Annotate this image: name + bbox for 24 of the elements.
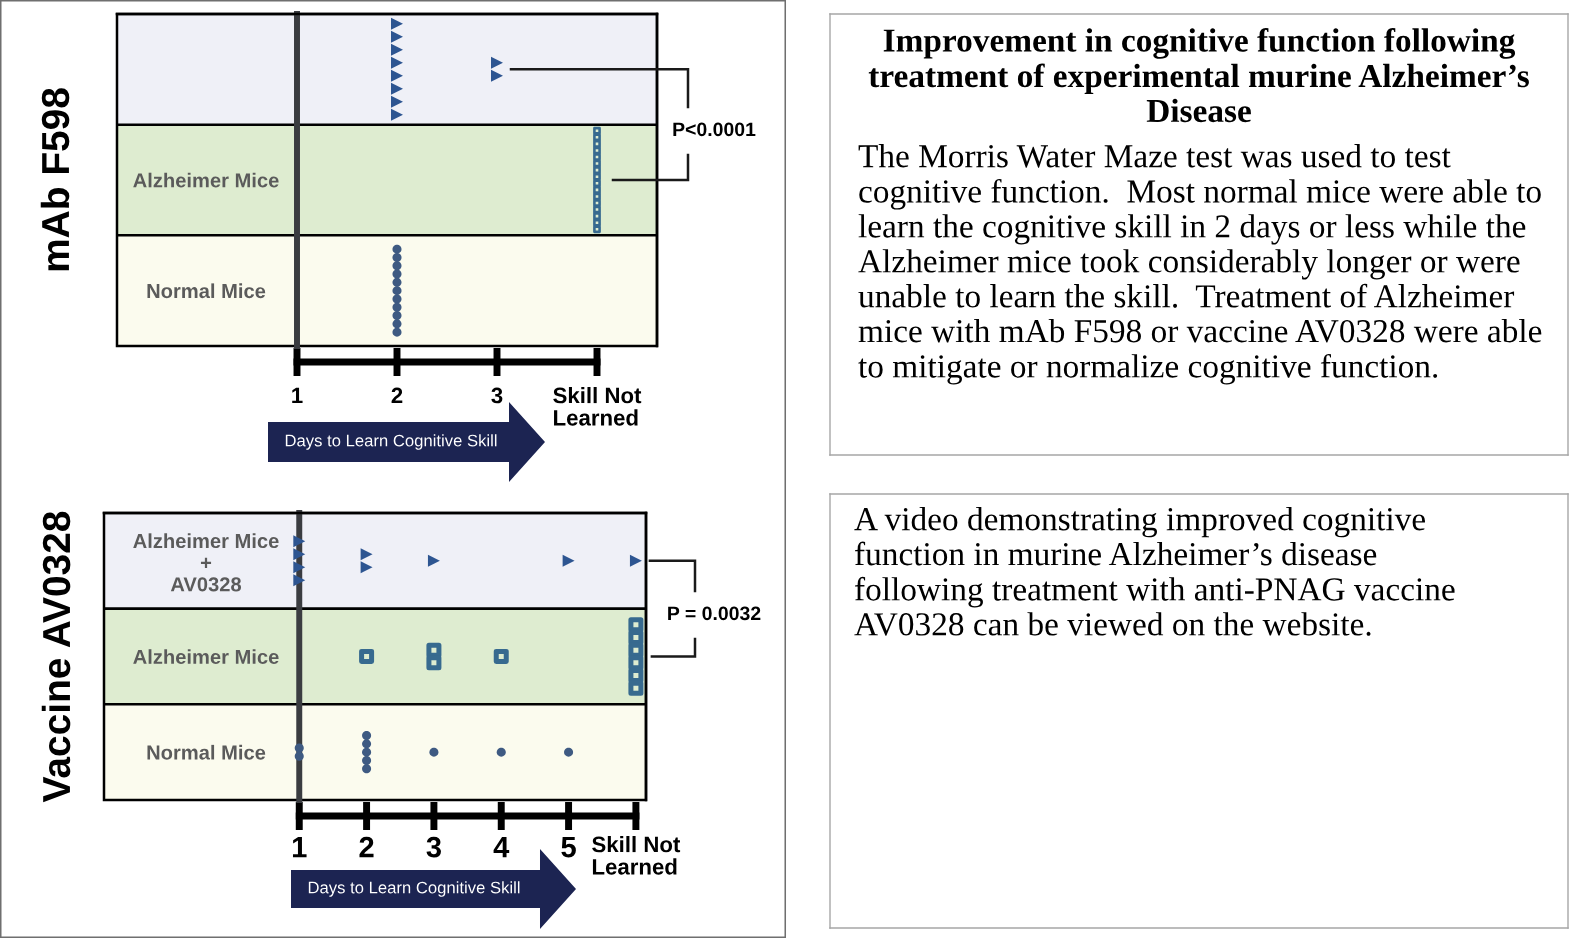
y-axis-title: mAb F598 (40, 88, 70, 271)
y-tick-label: Normal Mice (147, 744, 266, 760)
x-axis-title: Days to Learn Cognitive Skill (285, 434, 497, 450)
x-tick-label: Skill Not Learned (592, 836, 681, 875)
x-tick-label: 3 (426, 836, 441, 858)
y-tick-label: Alzheimer Mice (133, 172, 279, 188)
y-tick-label: Alzheimer Mice (133, 649, 279, 664)
y-tick-label: Alzheimer Mice + AV0328 (133, 533, 279, 592)
y-axis-title: Vaccine AV0328 (41, 511, 71, 803)
x-tick-label: Skill Not Learned (553, 387, 642, 426)
text: A video demonstrating improved cognitive function in murine Alzheimer’s disease following treatment with anti-PNAG vaccine AV0328 can be viewed on the website. (854, 507, 1455, 636)
y-tick-label: Normal Mice (147, 283, 266, 299)
text: Improvement in cognitive function following treatment of experimental murine Alzheimer’s Disease (868, 28, 1529, 123)
text: The Morris Water Maze test was used to test cognitive function. Most normal mice were able to learn the cognitive skill in 2 days or less while the Alzheimer mice took considerably longer or were unable to learn the skill. Treatment of Alzheimer mice with mAb F598 or vaccine AV0328 were able to mitigate or normalize cognitive function. (858, 144, 1542, 385)
x-tick-label: 4 (493, 837, 510, 858)
x-axis-title: Days to Learn Cognitive Skill (308, 881, 520, 897)
x-tick-label: 1 (292, 837, 307, 858)
x-tick-label: 3 (491, 387, 503, 404)
text: P = 0.0032 (668, 606, 761, 621)
x-tick-label: 2 (359, 836, 374, 858)
text: P<0.0001 (673, 122, 756, 137)
x-tick-label: 5 (561, 837, 576, 858)
x-tick-label: 2 (391, 387, 403, 404)
x-tick-label: 1 (292, 387, 303, 404)
